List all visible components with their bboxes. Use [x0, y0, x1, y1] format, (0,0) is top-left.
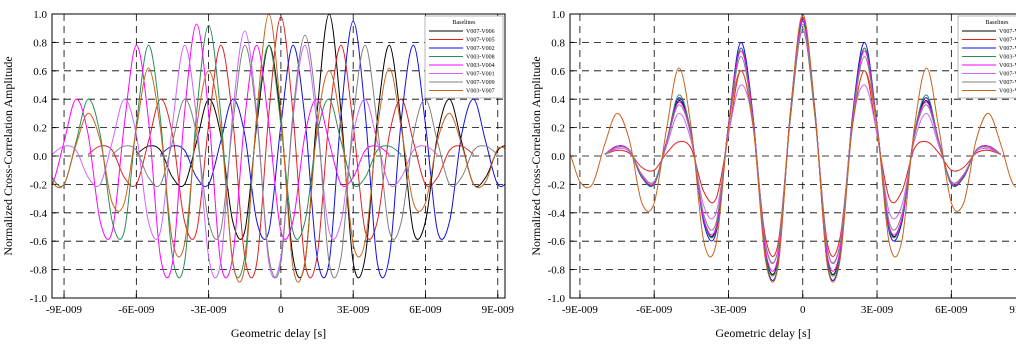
y-axis-label: Normalized Cross-Correlation Amplitude — [529, 56, 543, 255]
x-tick-label: 6E-009 — [409, 304, 442, 316]
x-tick-label: 3E-009 — [337, 304, 370, 316]
x-tick-label: 3E-009 — [861, 304, 894, 316]
series-line — [604, 20, 1002, 281]
x-axis-label: Geometric delay [s] — [715, 326, 810, 340]
legend-label: V007-V006 — [999, 29, 1016, 35]
series-line — [136, 14, 505, 279]
x-tick-label: 6E-009 — [935, 304, 968, 316]
legend-label: V007-V002 — [999, 46, 1016, 52]
y-tick-label: 0.2 — [551, 123, 565, 135]
y-tick-label: -0.6 — [548, 236, 566, 248]
series-line — [570, 14, 1016, 283]
x-tick-label: 0 — [800, 304, 806, 316]
legend-title: Baselines — [453, 20, 477, 26]
legend-label: V007-V005 — [466, 38, 495, 44]
y-tick-label: 0.4 — [551, 94, 565, 106]
y-tick-label: -0.2 — [30, 179, 47, 191]
legend-label: V007-V006 — [466, 29, 495, 35]
legend: Baselines V007-V006 V007-V005 V007-V002 V003… — [957, 15, 1016, 99]
y-tick-label: -1.0 — [548, 293, 566, 305]
x-tick-label: -6E-009 — [118, 304, 155, 316]
y-tick-label: 0.6 — [33, 66, 47, 78]
x-tick-label: 9E-009 — [1009, 304, 1016, 316]
plot-frame — [569, 13, 1016, 299]
series-line — [52, 14, 505, 283]
chart-panel: -1.0 -0.8 -0.6 -0.4 -0.2 0.0 0.2 0.4 0.6 0.8 1.0 -9… — [1, 9, 515, 340]
y-tick-label: 0.4 — [33, 94, 47, 106]
x-tick-label: 0 — [278, 304, 284, 316]
series-line — [604, 23, 1002, 277]
y-tick-label: -0.8 — [548, 265, 566, 277]
legend-label: V007-V009 — [466, 80, 495, 86]
y-tick-label: 0.8 — [551, 37, 565, 49]
series-line — [52, 30, 438, 279]
legend-label: V007-V002 — [466, 46, 495, 52]
y-tick-label: -0.2 — [548, 179, 565, 191]
legend-label: V003-V007 — [466, 89, 495, 95]
legend-label: V003-V007 — [999, 89, 1016, 95]
x-tick-label: -3E-009 — [710, 304, 747, 316]
y-tick-label: -1.0 — [30, 293, 48, 305]
legend-label: V007-V001 — [466, 72, 495, 78]
chart-panel: -1.0 -0.8 -0.6 -0.4 -0.2 0.0 0.2 0.4 0.6 0.8 1.0 -9… — [529, 9, 1016, 340]
y-tick-label: -0.4 — [548, 208, 566, 220]
series-line — [87, 16, 474, 279]
series-line — [160, 20, 505, 279]
y-tick-label: 0.8 — [33, 37, 47, 49]
series-line — [52, 23, 390, 279]
legend-label: V007-V001 — [999, 72, 1016, 78]
series-line — [604, 17, 1002, 272]
series-line — [604, 30, 1002, 264]
series-line — [111, 34, 499, 279]
y-tick-label: 0.6 — [551, 66, 565, 78]
y-tick-label: 0.0 — [551, 151, 565, 163]
legend-title: Baselines — [986, 20, 1010, 26]
series-line — [604, 16, 1002, 257]
plot-frame — [51, 13, 506, 299]
y-tick-label: -0.6 — [30, 236, 48, 248]
y-tick-label: 1.0 — [551, 9, 565, 21]
y-tick-label: -0.8 — [30, 265, 48, 277]
legend-label: V003-V004 — [999, 63, 1016, 69]
legend-label: V007-V005 — [999, 38, 1016, 44]
legend-label: V003-V004 — [466, 63, 495, 69]
legend-label: V003-V008 — [466, 55, 495, 61]
x-tick-label: -9E-009 — [562, 304, 599, 316]
x-tick-label: -3E-009 — [191, 304, 228, 316]
y-tick-label: -0.4 — [30, 208, 48, 220]
legend-label: V003-V008 — [999, 55, 1016, 61]
series-line — [604, 27, 1002, 264]
legend-label: V007-V009 — [999, 80, 1016, 86]
x-axis-label: Geometric delay [s] — [231, 326, 326, 340]
y-tick-label: 0.0 — [33, 151, 47, 163]
y-tick-label: 1.0 — [33, 9, 47, 21]
y-axis-label: Normalized Cross-Correlation Amplitude — [1, 56, 15, 255]
x-tick-label: -6E-009 — [636, 304, 673, 316]
x-tick-label: 9E-009 — [482, 304, 515, 316]
y-tick-label: 0.2 — [33, 123, 47, 135]
series-line — [52, 24, 402, 279]
legend: Baselines V007-V006 V007-V005 V007-V002 V003… — [424, 15, 504, 99]
x-tick-label: -9E-009 — [46, 304, 83, 316]
